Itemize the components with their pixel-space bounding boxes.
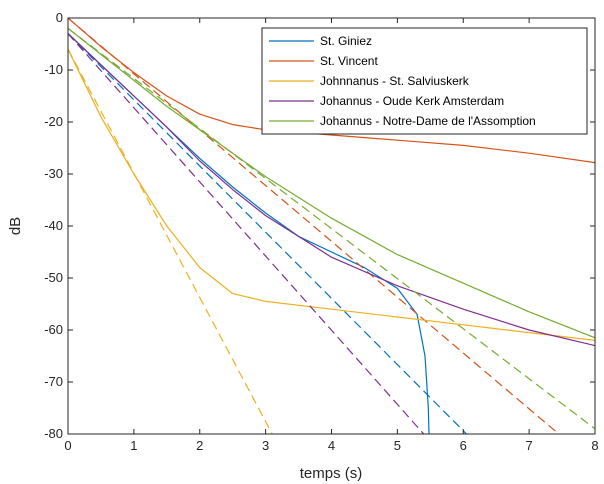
x-tick-label: 3 [262,438,269,453]
x-tick-label: 0 [64,438,71,453]
series-layer [68,18,595,434]
x-axis-label: temps (s) [300,465,363,482]
y-tick-label: -70 [44,374,63,389]
y-tick-label: -30 [44,166,63,181]
x-tick-label: 7 [526,438,533,453]
y-tick-label: 0 [56,10,63,25]
y-tick-label: -40 [44,218,63,233]
y-tick-label: -50 [44,270,63,285]
legend-label-3: Johnnanus - St. Salviuskerk [320,74,470,88]
series-line-4 [68,33,595,347]
y-axis-label: dB [7,217,24,235]
legend: St. Giniez St. Vincent Johnnanus - St. Sal… [261,27,588,135]
series-fit-line-4 [68,33,425,434]
x-tick-label: 1 [130,438,137,453]
series-line-3 [68,48,595,341]
series-fit-line-3 [68,48,273,434]
legend-label-1: St. Giniez [320,34,372,48]
x-tick-label: 6 [460,438,467,453]
tick-layer: 0 1 2 3 4 5 6 7 8 0 -10 -20 -30 -40 -50 -60 -70 -80 [44,10,598,453]
y-tick-label: -20 [44,114,63,129]
y-tick-label: -10 [44,62,63,77]
series-fit-line-2 [68,18,560,434]
x-tick-label: 2 [196,438,203,453]
legend-label-2: St. Vincent [320,54,378,68]
series-line-2 [68,18,595,164]
x-tick-label: 8 [591,438,598,453]
y-tick-label: -80 [44,426,63,441]
series-fit-line-5 [68,27,595,430]
x-tick-label: 4 [328,438,335,453]
x-tick-label: 5 [394,438,401,453]
legend-label-4: Johannus - Oude Kerk Amsterdam [320,94,504,108]
legend-label-5: Johannus - Notre-Dame de l'Assomption [320,114,536,128]
series-fit-line-1 [68,33,467,434]
legend-box [261,27,588,135]
series-line-5 [68,27,595,339]
y-tick-label: -60 [44,322,63,337]
